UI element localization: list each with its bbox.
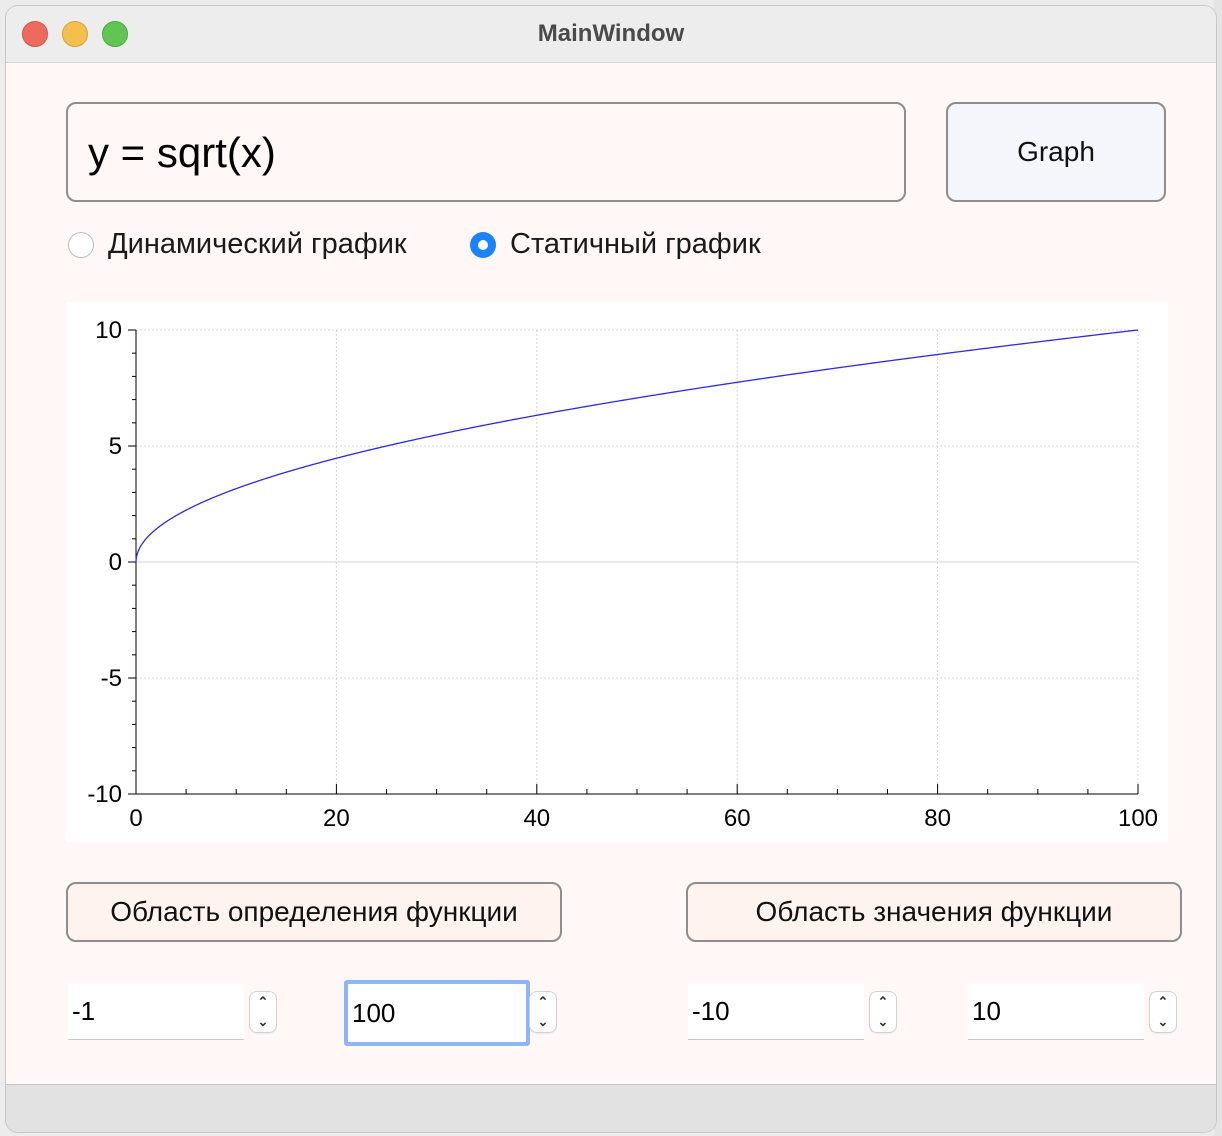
domain-min-stepper[interactable]: ⌃ ⌄ <box>250 992 276 1032</box>
title-bar: MainWindow <box>6 6 1216 63</box>
range-max-field[interactable] <box>968 984 1144 1040</box>
desktop-background <box>1214 0 1222 1136</box>
status-bar <box>6 1084 1216 1132</box>
domain-button[interactable]: Область определения функции <box>66 882 562 942</box>
chevron-up-icon[interactable]: ⌃ <box>257 994 269 1009</box>
domain-min-input[interactable] <box>68 984 244 1039</box>
chart-svg: 0 20 40 60 80 100 10 5 0 -5 -10 <box>87 317 1158 832</box>
zoom-button[interactable] <box>102 21 128 47</box>
radio-dynamic-indicator[interactable] <box>68 231 94 258</box>
chevron-up-icon[interactable]: ⌃ <box>1157 994 1169 1009</box>
x-tick-label: 80 <box>924 805 951 832</box>
x-tick-label: 20 <box>323 805 350 832</box>
radio-static-indicator[interactable] <box>470 231 496 258</box>
chevron-up-icon[interactable]: ⌃ <box>877 994 889 1009</box>
radio-static[interactable]: Статичный график <box>470 228 761 261</box>
range-min-stepper[interactable]: ⌃ ⌄ <box>870 992 896 1032</box>
radio-dynamic-label: Динамический график <box>108 228 407 260</box>
y-tick-label: 0 <box>109 549 122 576</box>
x-tick-label: 60 <box>724 805 751 832</box>
domain-max-field[interactable] <box>344 980 530 1046</box>
chevron-down-icon[interactable]: ⌄ <box>537 1014 549 1029</box>
x-tick-label: 100 <box>1118 805 1158 832</box>
window-title: MainWindow <box>537 20 685 47</box>
main-window: MainWindow Graph Динамический график Ста… <box>6 6 1216 1132</box>
range-button[interactable]: Область значения функции <box>686 882 1182 942</box>
range-min-input[interactable] <box>688 984 864 1039</box>
close-button[interactable] <box>22 21 48 47</box>
chevron-up-icon[interactable]: ⌃ <box>537 994 549 1009</box>
range-min-field[interactable] <box>688 984 864 1040</box>
x-tick-label: 40 <box>523 805 550 832</box>
expression-box <box>66 102 906 202</box>
range-max-input[interactable] <box>968 984 1144 1039</box>
domain-min-field[interactable] <box>68 984 244 1040</box>
y-tick-label: 10 <box>95 317 122 344</box>
expression-input[interactable] <box>86 124 880 182</box>
x-tick-label: 0 <box>129 805 142 832</box>
range-max-stepper[interactable]: ⌃ ⌄ <box>1150 992 1176 1032</box>
y-tick-label: 5 <box>109 433 122 460</box>
domain-max-stepper[interactable]: ⌃ ⌄ <box>530 992 556 1032</box>
radio-dynamic[interactable]: Динамический график <box>68 228 407 261</box>
y-tick-label: -10 <box>87 781 122 808</box>
chevron-down-icon[interactable]: ⌄ <box>257 1014 269 1029</box>
radio-static-label: Статичный график <box>510 228 761 260</box>
domain-max-input[interactable] <box>348 984 526 1042</box>
chevron-down-icon[interactable]: ⌄ <box>1157 1014 1169 1029</box>
plot-area: 0 20 40 60 80 100 10 5 0 -5 -10 <box>66 302 1168 842</box>
y-tick-label: -5 <box>101 665 122 692</box>
series-line <box>135 329 1139 563</box>
graph-button[interactable]: Graph <box>946 102 1166 202</box>
minimize-button[interactable] <box>62 21 88 47</box>
chevron-down-icon[interactable]: ⌄ <box>877 1014 889 1029</box>
